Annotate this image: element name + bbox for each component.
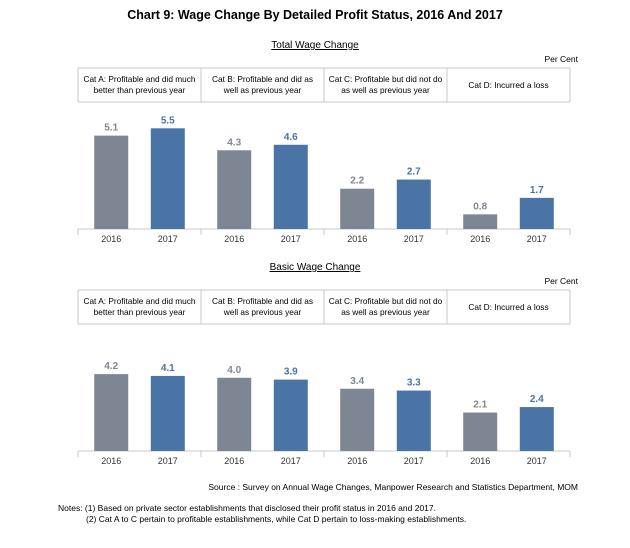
total-wage-unit-label: Per Cent — [544, 54, 578, 64]
bar-2017 — [519, 407, 554, 451]
value-label: 2.1 — [473, 400, 487, 411]
x-tick-label: 2017 — [158, 234, 178, 244]
category-label: Cat D: Incurred a loss — [468, 302, 548, 312]
bar-2017 — [519, 197, 554, 229]
value-label: 3.3 — [407, 378, 421, 389]
note-1: Notes: (1) Based on private sector estab… — [58, 503, 436, 513]
x-tick-label: 2017 — [527, 234, 547, 244]
value-label: 0.8 — [473, 201, 487, 212]
category-label: Cat D: Incurred a loss — [468, 80, 548, 90]
chart-title: Chart 9: Wage Change By Detailed Profit … — [127, 8, 503, 22]
x-tick-label: 2017 — [527, 456, 547, 466]
value-label: 3.9 — [284, 367, 298, 378]
bar-2017 — [150, 128, 185, 229]
x-tick-label: 2016 — [224, 456, 244, 466]
x-tick-label: 2017 — [404, 456, 424, 466]
value-label: 2.2 — [350, 176, 364, 187]
x-tick-label: 2016 — [470, 234, 490, 244]
category-label: Cat A: Profitable and did much — [83, 74, 195, 84]
bar-2017 — [150, 375, 185, 451]
bar-2017 — [273, 379, 308, 451]
x-tick-label: 2017 — [281, 234, 301, 244]
x-tick-label: 2017 — [281, 456, 301, 466]
category-label: well as previous year — [223, 307, 302, 317]
value-label: 4.6 — [284, 132, 298, 143]
x-tick-label: 2016 — [470, 456, 490, 466]
category-label: as well as previous year — [341, 307, 430, 317]
category-label: well as previous year — [223, 85, 302, 95]
bar-2016 — [217, 150, 252, 229]
bar-2016 — [94, 135, 129, 229]
category-label: better than previous year — [94, 307, 186, 317]
bar-2016 — [217, 377, 252, 451]
value-label: 3.4 — [350, 376, 364, 387]
bar-2017 — [273, 144, 308, 229]
value-label: 4.1 — [161, 363, 175, 374]
value-label: 5.5 — [161, 115, 175, 126]
x-tick-label: 2016 — [224, 234, 244, 244]
x-tick-label: 2016 — [347, 456, 367, 466]
value-label: 4.2 — [104, 361, 118, 372]
value-label: 2.7 — [407, 167, 421, 178]
category-label: Cat A: Profitable and did much — [83, 296, 195, 306]
category-label: Cat C: Profitable but did not do — [329, 74, 443, 84]
bar-2017 — [396, 179, 431, 229]
x-tick-label: 2016 — [347, 234, 367, 244]
bar-2016 — [340, 388, 375, 451]
bar-2016 — [94, 374, 129, 451]
x-tick-label: 2016 — [101, 234, 121, 244]
category-label: better than previous year — [94, 85, 186, 95]
basic-wage-unit-label: Per Cent — [544, 276, 578, 286]
source-note: Source : Survey on Annual Wage Changes, … — [208, 482, 578, 492]
x-tick-label: 2017 — [158, 456, 178, 466]
category-label: Cat B: Profitable and did as — [212, 296, 313, 306]
bar-2017 — [396, 390, 431, 451]
x-tick-label: 2017 — [404, 234, 424, 244]
bar-2016 — [463, 412, 498, 451]
value-label: 4.0 — [227, 365, 241, 376]
note-2: (2) Cat A to C pertain to profitable est… — [86, 514, 467, 524]
category-label: as well as previous year — [341, 85, 430, 95]
value-label: 2.4 — [530, 394, 544, 405]
value-label: 4.3 — [227, 137, 241, 148]
value-label: 1.7 — [530, 185, 544, 196]
category-label: Cat B: Profitable and did as — [212, 74, 313, 84]
x-tick-label: 2016 — [101, 456, 121, 466]
basic-wage-panel-title: Basic Wage Change — [269, 262, 361, 273]
bar-2016 — [340, 188, 375, 229]
bar-2016 — [463, 214, 498, 229]
category-label: Cat C: Profitable but did not do — [329, 296, 443, 306]
total-wage-panel-title: Total Wage Change — [271, 40, 359, 51]
notes: Notes: (1) Based on private sector estab… — [58, 503, 466, 525]
value-label: 5.1 — [104, 123, 118, 134]
